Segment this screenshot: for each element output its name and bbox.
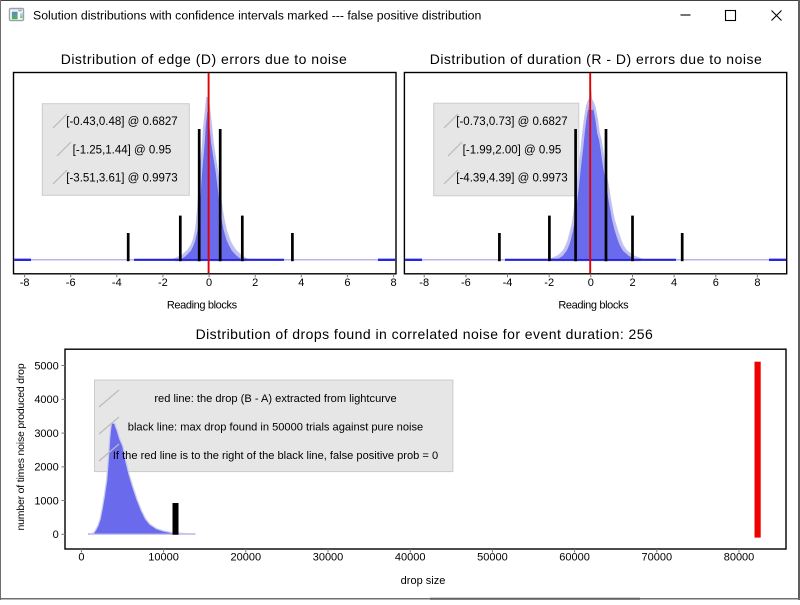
svg-text:70000: 70000 <box>642 551 673 563</box>
svg-text:20000: 20000 <box>231 551 262 563</box>
svg-text:1000: 1000 <box>34 495 58 507</box>
svg-text:60000: 60000 <box>559 551 590 563</box>
svg-text:50000: 50000 <box>477 551 508 563</box>
svg-text:0: 0 <box>206 277 212 289</box>
svg-text:red line: the drop (B - A) ext: red line: the drop (B - A) extracted fro… <box>154 393 396 405</box>
svg-text:-8: -8 <box>419 277 429 289</box>
svg-text:40000: 40000 <box>395 551 426 563</box>
svg-text:8: 8 <box>754 277 760 289</box>
svg-text:4000: 4000 <box>34 394 58 406</box>
svg-text:If the red line is to the righ: If the red line is to the right of the b… <box>113 450 438 462</box>
svg-text:8: 8 <box>391 277 397 289</box>
svg-text:10000: 10000 <box>148 551 179 563</box>
svg-text:number of times noise produced: number of times noise produced drop <box>15 363 27 530</box>
svg-text:-2: -2 <box>158 277 168 289</box>
svg-text:0: 0 <box>53 529 59 541</box>
svg-text:black line: max drop found in: black line: max drop found in 50000 tria… <box>128 421 423 433</box>
svg-text:2: 2 <box>629 277 635 289</box>
svg-text:80000: 80000 <box>724 551 755 563</box>
svg-text:-2: -2 <box>544 277 554 289</box>
svg-text:[-0.73,0.73] @ 0.6827: [-0.73,0.73] @ 0.6827 <box>456 116 567 128</box>
svg-text:-6: -6 <box>461 277 471 289</box>
svg-text:[-0.43,0.48] @ 0.6827: [-0.43,0.48] @ 0.6827 <box>66 116 177 128</box>
svg-text:-4: -4 <box>503 277 513 289</box>
svg-text:6: 6 <box>713 277 719 289</box>
svg-text:4: 4 <box>671 277 677 289</box>
svg-text:drop size: drop size <box>401 575 446 587</box>
svg-text:[-1.99,2.00] @ 0.95: [-1.99,2.00] @ 0.95 <box>463 145 562 157</box>
svg-text:2000: 2000 <box>34 462 58 474</box>
svg-text:Distribution of drops found in: Distribution of drops found in correlate… <box>196 326 654 342</box>
svg-text:Reading blocks: Reading blocks <box>167 299 238 311</box>
svg-text:Reading blocks: Reading blocks <box>558 299 629 311</box>
svg-text:-6: -6 <box>66 277 76 289</box>
svg-text:Distribution of duration (R -: Distribution of duration (R - D) errors … <box>430 51 763 67</box>
svg-text:0: 0 <box>78 551 84 563</box>
svg-text:[-4.39,4.39] @ 0.9973: [-4.39,4.39] @ 0.9973 <box>456 173 567 185</box>
svg-text:[-1.25,1.44] @ 0.95: [-1.25,1.44] @ 0.95 <box>73 145 172 157</box>
svg-text:4: 4 <box>298 277 304 289</box>
svg-text:3000: 3000 <box>34 428 58 440</box>
svg-text:-8: -8 <box>20 277 30 289</box>
svg-text:2: 2 <box>252 277 258 289</box>
svg-text:0: 0 <box>588 277 594 289</box>
svg-text:Distribution of edge (D) error: Distribution of edge (D) errors due to n… <box>61 51 348 67</box>
svg-text:[-3.51,3.61] @ 0.9973: [-3.51,3.61] @ 0.9973 <box>66 173 177 185</box>
svg-text:6: 6 <box>344 277 350 289</box>
svg-text:-4: -4 <box>112 277 122 289</box>
svg-text:Solution distributions with co: Solution distributions with confidence i… <box>33 9 482 23</box>
svg-text:5000: 5000 <box>34 360 58 372</box>
svg-text:30000: 30000 <box>313 551 344 563</box>
